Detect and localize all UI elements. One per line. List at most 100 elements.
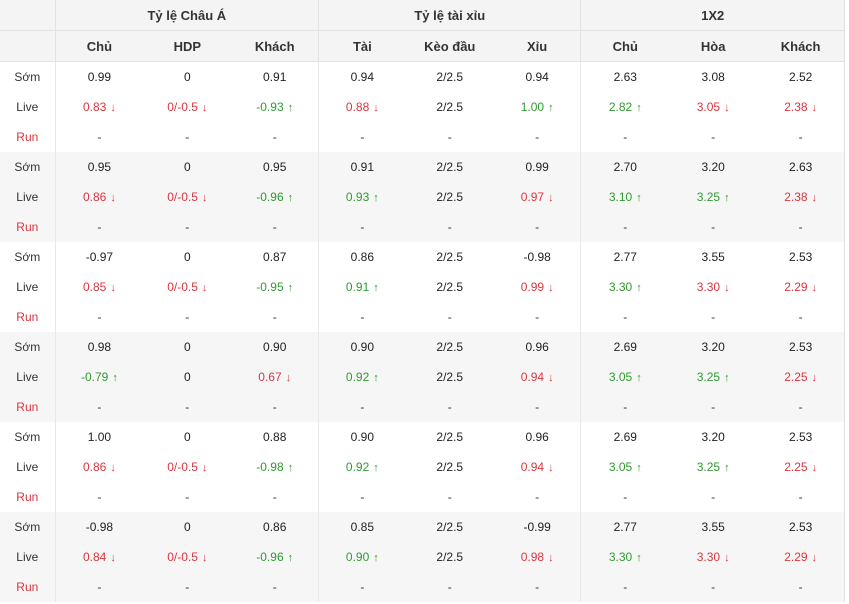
- live-value: 0.91: [345, 280, 370, 294]
- live-odds-cell: 0/-0.5 ↓: [143, 272, 231, 302]
- run-cell: -: [318, 212, 406, 242]
- live-value: 0/-0.5: [167, 190, 198, 204]
- live-odds-cell: 2/2.5: [405, 182, 494, 212]
- live-value: -0.96: [256, 550, 284, 564]
- live-value: 2.29: [784, 280, 808, 294]
- live-value: 3.30: [696, 280, 721, 294]
- col-home: Chủ: [54, 30, 144, 62]
- run-cell: -: [185, 490, 190, 504]
- live-value: 0/-0.5: [167, 460, 198, 474]
- arrow-up-icon: ↑: [373, 372, 379, 384]
- live-row: Live -0.79 ↑ 0 0.67 ↓ 0.92 ↑ 2/2.5 0.94 ↓ 3.05 ↑ 3.25…: [0, 362, 846, 392]
- live-odds-cell: 2.38 ↓: [757, 92, 846, 122]
- odds-cell: 2.63: [757, 152, 846, 182]
- live-odds-cell: 3.30 ↓: [669, 272, 757, 302]
- run-cell: -: [580, 212, 670, 242]
- odds-cell: 2.53: [757, 332, 846, 362]
- run-cell: -: [318, 482, 406, 512]
- run-cell: -: [143, 572, 232, 602]
- live-odds-cell: -0.93 ↑: [231, 92, 318, 122]
- arrow-up-icon: ↑: [636, 192, 642, 204]
- arrow-up-icon: ↑: [636, 372, 642, 384]
- run-cell: -: [54, 572, 144, 602]
- run-cell: -: [54, 482, 144, 512]
- live-odds-cell: 0.94 ↓: [493, 362, 581, 392]
- early-row: Sớm 1.00 0 0.88 0.90 2/2.5 0.96 2.69 3.20 2.53: [0, 422, 846, 452]
- odds-cell: 3.20: [669, 332, 758, 362]
- run-cell: -: [535, 490, 540, 504]
- run-cell: -: [54, 212, 144, 242]
- odds-cell: 2/2.5: [405, 512, 494, 542]
- run-label: Run: [16, 490, 39, 504]
- live-value: 2.38: [784, 100, 808, 114]
- arrow-up-icon: ↑: [373, 552, 379, 564]
- live-value: 0.83: [82, 100, 107, 114]
- live-row: Live 0.86 ↓ 0/-0.5 ↓ -0.98 ↑ 0.92 ↑ 2/2.5 0.94 ↓ 3.0…: [0, 452, 846, 482]
- live-value: 0.90: [345, 550, 370, 564]
- arrow-down-icon: ↓: [201, 192, 208, 204]
- odds-cell: 2/2.5: [405, 152, 494, 182]
- arrow-down-icon: ↓: [811, 102, 818, 114]
- odds-cell: 0.95: [54, 152, 144, 182]
- odds-cell: 0: [183, 250, 191, 264]
- run-row: Run - - - - - - - - -: [0, 482, 846, 512]
- live-value: -0.95: [256, 280, 284, 294]
- early-row: Sớm -0.97 0 0.87 0.86 2/2.5 -0.98 2.77 3.55 2.53: [0, 242, 846, 272]
- odds-cell: 2.53: [757, 512, 846, 542]
- group-header-row: Tỷ lệ Châu Á Tỷ lệ tài xỉu 1X2: [0, 0, 845, 31]
- live-odds-cell: 0.99 ↓: [494, 272, 581, 302]
- run-cell: -: [757, 572, 846, 602]
- live-odds-cell: 2.29 ↓: [757, 272, 846, 302]
- live-odds-cell: 3.30 ↓: [669, 542, 758, 572]
- col-under: Xỉu: [493, 30, 581, 62]
- live-value: 2/2.5: [436, 370, 464, 384]
- arrow-down-icon: ↓: [548, 462, 554, 474]
- odds-cell: 3.08: [701, 70, 725, 84]
- live-odds-cell: 0.86 ↓: [54, 182, 144, 212]
- odds-cell: -0.99: [493, 512, 581, 542]
- run-cell: -: [669, 212, 758, 242]
- arrow-up-icon: ↑: [287, 192, 294, 204]
- odds-cell: 0.86: [318, 242, 406, 272]
- live-odds-cell: 0.93 ↑: [318, 182, 406, 212]
- live-odds-cell: 0.92 ↑: [318, 452, 406, 482]
- run-cell: -: [711, 490, 716, 504]
- live-odds-cell: 0.92 ↑: [318, 362, 406, 392]
- odds-cell: 2.53: [757, 422, 846, 452]
- arrow-up-icon: ↑: [636, 462, 642, 474]
- live-row: Live 0.86 ↓ 0/-0.5 ↓ -0.96 ↑ 0.93 ↑ 2/2.5 0.97 ↓ 3.1…: [0, 182, 846, 212]
- arrow-down-icon: ↓: [201, 102, 208, 114]
- arrow-down-icon: ↓: [110, 102, 116, 114]
- run-cell: -: [757, 122, 846, 152]
- odds-cell: 0: [183, 430, 191, 444]
- live-odds-cell: -0.95 ↑: [231, 272, 318, 302]
- live-label: Live: [16, 460, 39, 474]
- live-odds-cell: 2.25 ↓: [757, 362, 846, 392]
- live-odds-cell: 0/-0.5 ↓: [143, 452, 231, 482]
- live-odds-cell: 2/2.5: [405, 542, 494, 572]
- live-odds-cell: 0/-0.5 ↓: [143, 92, 231, 122]
- odds-cell: 0.96: [493, 332, 581, 362]
- col-away: Khách: [231, 30, 319, 62]
- live-label: Live: [16, 100, 39, 114]
- arrow-up-icon: ↑: [636, 282, 642, 294]
- live-odds-cell: 2/2.5: [406, 92, 494, 122]
- run-cell: -: [54, 302, 144, 332]
- odds-cell: 2.69: [580, 332, 670, 362]
- odds-cell: 0.94: [318, 61, 406, 92]
- live-value: 0.94: [520, 460, 545, 474]
- run-label: Run: [16, 130, 39, 144]
- arrow-down-icon: ↓: [724, 552, 730, 564]
- run-cell: -: [535, 130, 540, 144]
- live-odds-cell: 2.29 ↓: [757, 542, 846, 572]
- live-odds-cell: -0.79 ↑: [54, 362, 144, 392]
- arrow-down-icon: ↓: [110, 192, 116, 204]
- live-value: 2/2.5: [436, 190, 464, 204]
- live-odds-cell: 2.25 ↓: [757, 452, 846, 482]
- live-odds-cell: 0/-0.5 ↓: [143, 542, 232, 572]
- run-cell: -: [54, 122, 144, 152]
- arrow-up-icon: ↑: [373, 462, 379, 474]
- run-cell: -: [231, 212, 319, 242]
- arrow-up-icon: ↑: [636, 552, 642, 564]
- arrow-down-icon: ↓: [548, 552, 554, 564]
